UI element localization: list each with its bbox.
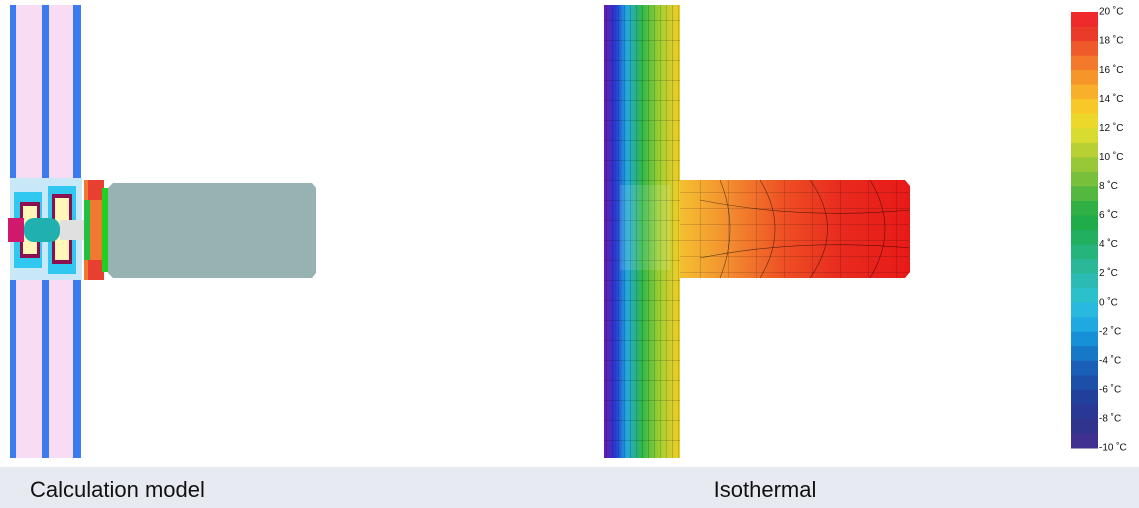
legend-swatch xyxy=(1071,41,1098,56)
legend-swatch xyxy=(1071,419,1098,434)
legend-swatch xyxy=(1071,230,1098,245)
legend-label: 10 ˚C xyxy=(1099,151,1123,163)
isothermal-plot xyxy=(604,5,910,458)
legend-swatch xyxy=(1071,157,1098,172)
legend-label: 16 ˚C xyxy=(1099,64,1123,76)
legend-swatch xyxy=(1071,143,1098,158)
legend-swatch xyxy=(1071,390,1098,405)
legend-swatch xyxy=(1071,114,1098,129)
legend-label: 12 ˚C xyxy=(1099,122,1123,134)
legend-label: 20 ˚C xyxy=(1099,6,1123,18)
legend-swatch xyxy=(1071,128,1098,143)
legend-swatch xyxy=(1071,12,1098,27)
legend-swatch xyxy=(1071,245,1098,260)
caption: Calculation model xyxy=(30,477,205,502)
legend-swatch xyxy=(1071,172,1098,187)
legend-label: 0 ˚C xyxy=(1099,296,1118,308)
legend-swatch xyxy=(1071,433,1098,448)
legend-swatch xyxy=(1071,259,1098,274)
legend-label: -8 ˚C xyxy=(1099,413,1121,425)
legend-swatch xyxy=(1071,56,1098,71)
legend-label: -2 ˚C xyxy=(1099,325,1121,337)
caption: Isothermal xyxy=(714,477,817,502)
legend-swatch xyxy=(1071,274,1098,289)
legend-swatch xyxy=(1071,27,1098,42)
legend-swatch xyxy=(1071,288,1098,303)
legend-label: 14 ˚C xyxy=(1099,93,1123,105)
legend-swatch xyxy=(1071,99,1098,114)
legend-swatch xyxy=(1071,404,1098,419)
legend-swatch xyxy=(1071,346,1098,361)
legend-label: 2 ˚C xyxy=(1099,267,1118,279)
legend-label: 6 ˚C xyxy=(1099,209,1118,221)
legend-swatch xyxy=(1071,70,1098,85)
legend-label: 18 ˚C xyxy=(1099,35,1123,47)
legend-swatch xyxy=(1071,317,1098,332)
legend-swatch xyxy=(1071,201,1098,216)
legend-label: -10 ˚C xyxy=(1099,442,1127,454)
legend-label: -6 ˚C xyxy=(1099,384,1121,396)
legend-swatch xyxy=(1071,332,1098,347)
color-legend: 20 ˚C 18 ˚C 16 ˚C 14 ˚C 12 ˚C 10 ˚C 8 ˚C 6 ˚C 4 … xyxy=(1071,6,1127,454)
legend-swatch xyxy=(1071,361,1098,376)
legend-label: 4 ˚C xyxy=(1099,238,1118,250)
legend-swatch xyxy=(1071,375,1098,390)
figure: 20 ˚C 18 ˚C 16 ˚C 14 ˚C 12 ˚C 10 ˚C 8 ˚C 6 ˚C 4 … xyxy=(0,0,1139,508)
legend-swatch xyxy=(1071,215,1098,230)
calculation-model xyxy=(8,5,316,458)
legend-swatch xyxy=(1071,303,1098,318)
legend-swatch xyxy=(1071,85,1098,100)
legend-label: 8 ˚C xyxy=(1099,180,1118,192)
legend-label: -4 ˚C xyxy=(1099,354,1121,366)
legend-swatch xyxy=(1071,186,1098,201)
